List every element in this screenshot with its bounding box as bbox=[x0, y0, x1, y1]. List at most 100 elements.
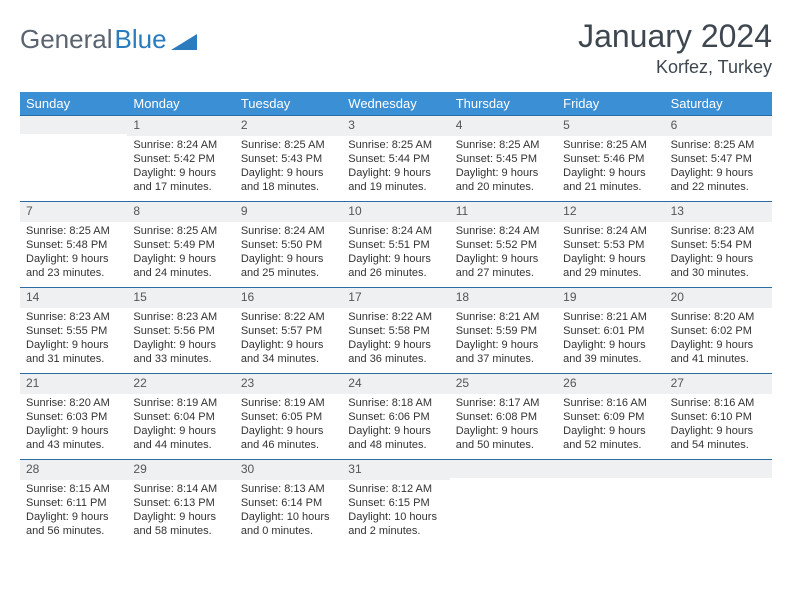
day-body: Sunrise: 8:22 AMSunset: 5:58 PMDaylight:… bbox=[342, 308, 449, 373]
calendar-cell: 23Sunrise: 8:19 AMSunset: 6:05 PMDayligh… bbox=[235, 373, 342, 459]
title-block: January 2024 Korfez, Turkey bbox=[578, 18, 772, 78]
day-body: Sunrise: 8:25 AMSunset: 5:44 PMDaylight:… bbox=[342, 136, 449, 201]
sunset-line: Sunset: 6:06 PM bbox=[348, 410, 443, 424]
daylight-line: Daylight: 9 hours and 58 minutes. bbox=[133, 510, 228, 539]
day-body: Sunrise: 8:25 AMSunset: 5:45 PMDaylight:… bbox=[450, 136, 557, 201]
daylight-line: Daylight: 9 hours and 37 minutes. bbox=[456, 338, 551, 367]
calendar-cell-empty bbox=[20, 115, 127, 201]
day-number: 16 bbox=[235, 288, 342, 308]
calendar-cell: 1Sunrise: 8:24 AMSunset: 5:42 PMDaylight… bbox=[127, 115, 234, 201]
sunrise-line: Sunrise: 8:25 AM bbox=[26, 224, 121, 238]
sunrise-line: Sunrise: 8:25 AM bbox=[241, 138, 336, 152]
calendar-cell: 28Sunrise: 8:15 AMSunset: 6:11 PMDayligh… bbox=[20, 459, 127, 545]
sunrise-line: Sunrise: 8:21 AM bbox=[563, 310, 658, 324]
day-body: Sunrise: 8:24 AMSunset: 5:51 PMDaylight:… bbox=[342, 222, 449, 287]
day-number: 19 bbox=[557, 288, 664, 308]
daylight-line: Daylight: 9 hours and 25 minutes. bbox=[241, 252, 336, 281]
day-number: 2 bbox=[235, 116, 342, 136]
weekday-header: Saturday bbox=[665, 92, 772, 115]
day-body: Sunrise: 8:23 AMSunset: 5:56 PMDaylight:… bbox=[127, 308, 234, 373]
sunrise-line: Sunrise: 8:25 AM bbox=[563, 138, 658, 152]
day-number: 5 bbox=[557, 116, 664, 136]
sunset-line: Sunset: 6:15 PM bbox=[348, 496, 443, 510]
day-body: Sunrise: 8:18 AMSunset: 6:06 PMDaylight:… bbox=[342, 394, 449, 459]
calendar-cell: 12Sunrise: 8:24 AMSunset: 5:53 PMDayligh… bbox=[557, 201, 664, 287]
sunrise-line: Sunrise: 8:16 AM bbox=[563, 396, 658, 410]
sunrise-line: Sunrise: 8:23 AM bbox=[671, 224, 766, 238]
day-body: Sunrise: 8:21 AMSunset: 5:59 PMDaylight:… bbox=[450, 308, 557, 373]
sunrise-line: Sunrise: 8:25 AM bbox=[348, 138, 443, 152]
daylight-line: Daylight: 9 hours and 54 minutes. bbox=[671, 424, 766, 453]
sunset-line: Sunset: 6:01 PM bbox=[563, 324, 658, 338]
day-number-empty bbox=[450, 460, 557, 478]
sunset-line: Sunset: 6:04 PM bbox=[133, 410, 228, 424]
day-body: Sunrise: 8:13 AMSunset: 6:14 PMDaylight:… bbox=[235, 480, 342, 545]
daylight-line: Daylight: 10 hours and 2 minutes. bbox=[348, 510, 443, 539]
day-body: Sunrise: 8:24 AMSunset: 5:50 PMDaylight:… bbox=[235, 222, 342, 287]
day-body: Sunrise: 8:14 AMSunset: 6:13 PMDaylight:… bbox=[127, 480, 234, 545]
day-number: 1 bbox=[127, 116, 234, 136]
daylight-line: Daylight: 9 hours and 52 minutes. bbox=[563, 424, 658, 453]
day-number-empty bbox=[665, 460, 772, 478]
day-number: 18 bbox=[450, 288, 557, 308]
daylight-line: Daylight: 9 hours and 21 minutes. bbox=[563, 166, 658, 195]
sunset-line: Sunset: 6:10 PM bbox=[671, 410, 766, 424]
sunrise-line: Sunrise: 8:24 AM bbox=[133, 138, 228, 152]
calendar-cell: 25Sunrise: 8:17 AMSunset: 6:08 PMDayligh… bbox=[450, 373, 557, 459]
sunrise-line: Sunrise: 8:24 AM bbox=[348, 224, 443, 238]
sunrise-line: Sunrise: 8:23 AM bbox=[133, 310, 228, 324]
day-body: Sunrise: 8:24 AMSunset: 5:52 PMDaylight:… bbox=[450, 222, 557, 287]
brand-part1: General bbox=[20, 24, 113, 55]
day-number: 27 bbox=[665, 374, 772, 394]
calendar-cell: 15Sunrise: 8:23 AMSunset: 5:56 PMDayligh… bbox=[127, 287, 234, 373]
calendar-cell: 20Sunrise: 8:20 AMSunset: 6:02 PMDayligh… bbox=[665, 287, 772, 373]
sunset-line: Sunset: 6:02 PM bbox=[671, 324, 766, 338]
sunrise-line: Sunrise: 8:16 AM bbox=[671, 396, 766, 410]
daylight-line: Daylight: 9 hours and 44 minutes. bbox=[133, 424, 228, 453]
calendar-cell: 24Sunrise: 8:18 AMSunset: 6:06 PMDayligh… bbox=[342, 373, 449, 459]
calendar-cell: 19Sunrise: 8:21 AMSunset: 6:01 PMDayligh… bbox=[557, 287, 664, 373]
sunrise-line: Sunrise: 8:20 AM bbox=[26, 396, 121, 410]
sunrise-line: Sunrise: 8:22 AM bbox=[348, 310, 443, 324]
day-body: Sunrise: 8:24 AMSunset: 5:53 PMDaylight:… bbox=[557, 222, 664, 287]
calendar-cell: 29Sunrise: 8:14 AMSunset: 6:13 PMDayligh… bbox=[127, 459, 234, 545]
sunrise-line: Sunrise: 8:24 AM bbox=[456, 224, 551, 238]
calendar-cell-empty bbox=[665, 459, 772, 545]
calendar-cell: 17Sunrise: 8:22 AMSunset: 5:58 PMDayligh… bbox=[342, 287, 449, 373]
calendar-cell: 31Sunrise: 8:12 AMSunset: 6:15 PMDayligh… bbox=[342, 459, 449, 545]
calendar-cell-empty bbox=[557, 459, 664, 545]
day-number: 9 bbox=[235, 202, 342, 222]
sunset-line: Sunset: 6:14 PM bbox=[241, 496, 336, 510]
daylight-line: Daylight: 9 hours and 27 minutes. bbox=[456, 252, 551, 281]
calendar-cell: 16Sunrise: 8:22 AMSunset: 5:57 PMDayligh… bbox=[235, 287, 342, 373]
day-body: Sunrise: 8:20 AMSunset: 6:03 PMDaylight:… bbox=[20, 394, 127, 459]
sunset-line: Sunset: 5:46 PM bbox=[563, 152, 658, 166]
day-number: 25 bbox=[450, 374, 557, 394]
day-number: 20 bbox=[665, 288, 772, 308]
daylight-line: Daylight: 9 hours and 43 minutes. bbox=[26, 424, 121, 453]
sunset-line: Sunset: 5:53 PM bbox=[563, 238, 658, 252]
daylight-line: Daylight: 9 hours and 18 minutes. bbox=[241, 166, 336, 195]
sunset-line: Sunset: 5:43 PM bbox=[241, 152, 336, 166]
daylight-line: Daylight: 9 hours and 36 minutes. bbox=[348, 338, 443, 367]
calendar-cell: 13Sunrise: 8:23 AMSunset: 5:54 PMDayligh… bbox=[665, 201, 772, 287]
sunset-line: Sunset: 6:03 PM bbox=[26, 410, 121, 424]
calendar-cell: 10Sunrise: 8:24 AMSunset: 5:51 PMDayligh… bbox=[342, 201, 449, 287]
day-body: Sunrise: 8:21 AMSunset: 6:01 PMDaylight:… bbox=[557, 308, 664, 373]
daylight-line: Daylight: 9 hours and 34 minutes. bbox=[241, 338, 336, 367]
sunset-line: Sunset: 5:54 PM bbox=[671, 238, 766, 252]
daylight-line: Daylight: 9 hours and 56 minutes. bbox=[26, 510, 121, 539]
daylight-line: Daylight: 9 hours and 17 minutes. bbox=[133, 166, 228, 195]
sunrise-line: Sunrise: 8:25 AM bbox=[456, 138, 551, 152]
daylight-line: Daylight: 9 hours and 19 minutes. bbox=[348, 166, 443, 195]
brand-part2: Blue bbox=[115, 24, 167, 55]
calendar-cell: 22Sunrise: 8:19 AMSunset: 6:04 PMDayligh… bbox=[127, 373, 234, 459]
sunset-line: Sunset: 5:45 PM bbox=[456, 152, 551, 166]
month-title: January 2024 bbox=[578, 18, 772, 55]
day-body: Sunrise: 8:23 AMSunset: 5:55 PMDaylight:… bbox=[20, 308, 127, 373]
day-number: 30 bbox=[235, 460, 342, 480]
day-body: Sunrise: 8:12 AMSunset: 6:15 PMDaylight:… bbox=[342, 480, 449, 545]
calendar-cell: 14Sunrise: 8:23 AMSunset: 5:55 PMDayligh… bbox=[20, 287, 127, 373]
sunrise-line: Sunrise: 8:13 AM bbox=[241, 482, 336, 496]
calendar-cell: 8Sunrise: 8:25 AMSunset: 5:49 PMDaylight… bbox=[127, 201, 234, 287]
